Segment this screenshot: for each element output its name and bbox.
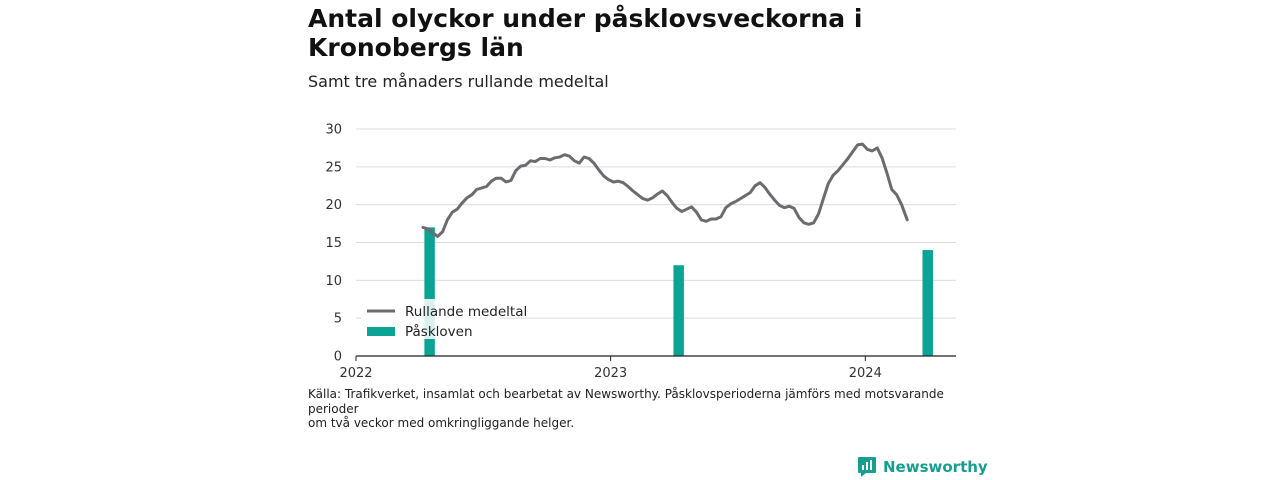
- bar-paskloven-1: [673, 265, 684, 356]
- y-axis: 0 5 10 15 20 25 30: [325, 123, 342, 365]
- source-line-2: om två veckor med omkringliggande helger…: [308, 416, 575, 430]
- line-series-rullande-medeltal: [421, 142, 909, 238]
- legend-label-paskloven: Påskloven: [405, 323, 473, 340]
- newsworthy-logo-icon: [858, 457, 876, 477]
- chart-subtitle: Samt tre månaders rullande medeltal: [308, 72, 609, 91]
- legend: Rullande medeltal Påskloven: [361, 299, 527, 340]
- x-tick-label-2023: 2023: [594, 366, 627, 381]
- x-tick-label-2022: 2022: [339, 366, 372, 381]
- y-tick-label-25: 25: [325, 160, 342, 175]
- x-axis: 2022 2023 2024: [339, 355, 956, 381]
- bar-paskloven-0: [424, 227, 435, 356]
- gridlines: [356, 128, 956, 319]
- legend-swatch-bar: [367, 327, 395, 336]
- source-note: Källa: Trafikverket, insamlat och bearbe…: [308, 387, 948, 431]
- bar-series: [424, 227, 933, 356]
- y-tick-label-10: 10: [325, 274, 342, 289]
- y-tick-label-20: 20: [325, 198, 342, 213]
- brand-logo[interactable]: Newsworthy: [857, 456, 988, 478]
- y-tick-label-15: 15: [325, 236, 342, 251]
- brand-name: Newsworthy: [883, 458, 988, 476]
- y-tick-label-5: 5: [334, 312, 342, 327]
- x-tick-label-2024: 2024: [849, 366, 882, 381]
- y-tick-label-30: 30: [325, 123, 342, 138]
- y-tick-label-0: 0: [334, 350, 342, 365]
- legend-label-rullande: Rullande medeltal: [405, 304, 527, 320]
- source-line-1: Källa: Trafikverket, insamlat och bearbe…: [308, 387, 944, 416]
- bar-paskloven-2: [922, 250, 933, 356]
- chart-title: Antal olyckor under påsklovsveckorna i K…: [308, 4, 863, 62]
